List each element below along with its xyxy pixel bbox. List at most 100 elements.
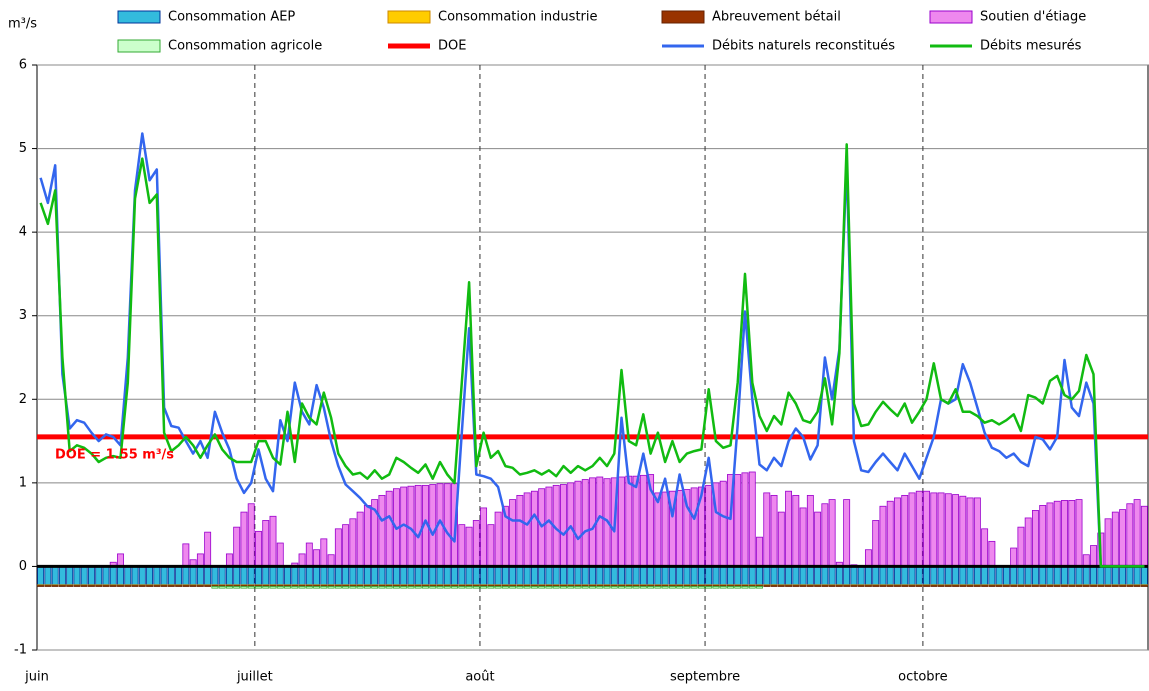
bar — [327, 554, 335, 567]
bar — [683, 566, 691, 586]
bar — [741, 566, 749, 586]
bar — [705, 586, 713, 589]
legend-swatch — [117, 10, 161, 24]
bar — [886, 585, 894, 587]
bar — [770, 585, 778, 587]
bar — [509, 586, 517, 589]
bar — [785, 566, 793, 586]
bar — [966, 566, 974, 586]
bar — [777, 585, 785, 587]
bar — [1061, 566, 1068, 586]
bar — [1133, 499, 1141, 567]
bar — [814, 511, 822, 567]
bar — [1039, 585, 1047, 587]
bar — [1068, 566, 1076, 586]
bar — [414, 484, 422, 567]
bar — [639, 474, 647, 567]
bar — [705, 484, 713, 567]
bar — [901, 585, 909, 587]
bar — [175, 585, 183, 587]
bar — [44, 585, 52, 587]
bar — [901, 494, 909, 567]
bar — [727, 566, 734, 586]
bar — [422, 586, 429, 589]
bar — [204, 531, 212, 567]
bar — [240, 566, 248, 586]
bar — [937, 585, 945, 587]
bar — [589, 586, 596, 589]
bar — [603, 586, 611, 589]
bar — [901, 566, 909, 586]
bar — [334, 586, 342, 589]
bar — [66, 566, 74, 586]
bar — [712, 566, 720, 586]
bar — [465, 566, 473, 586]
bar — [88, 566, 95, 586]
bar — [668, 586, 676, 589]
bar — [567, 566, 575, 586]
bar — [864, 585, 872, 587]
bar — [952, 566, 960, 586]
bar — [153, 585, 161, 587]
bar — [160, 585, 168, 587]
bar — [632, 566, 640, 586]
bar — [850, 566, 858, 586]
bar — [1053, 566, 1061, 586]
bar — [523, 586, 531, 589]
bar — [443, 566, 451, 586]
bar — [1068, 585, 1076, 587]
bar — [298, 566, 306, 586]
bar — [196, 585, 204, 587]
bar — [233, 566, 241, 586]
bar — [138, 585, 146, 587]
bar — [545, 586, 553, 589]
bar — [734, 586, 742, 589]
bar — [727, 586, 734, 589]
bar — [255, 530, 262, 567]
bar — [233, 526, 241, 567]
bar — [654, 566, 662, 586]
legend-swatch — [387, 10, 431, 24]
bar — [770, 494, 778, 567]
bar — [843, 585, 851, 587]
bar — [124, 566, 132, 586]
bar — [770, 566, 778, 586]
bar — [284, 566, 291, 586]
bar — [262, 520, 270, 567]
bar — [320, 566, 328, 586]
bar — [58, 566, 66, 586]
bar — [1090, 545, 1097, 567]
bar — [443, 586, 451, 589]
bar — [436, 586, 444, 589]
bar — [574, 566, 582, 586]
x-tick-label: octobre — [898, 670, 947, 685]
bar — [313, 586, 321, 589]
bar — [763, 492, 771, 567]
bar — [225, 566, 233, 586]
bar — [1104, 585, 1112, 587]
bar — [472, 566, 480, 586]
bar — [349, 518, 357, 567]
bar — [262, 566, 270, 586]
bar — [589, 477, 596, 567]
bar — [952, 494, 960, 567]
bar — [915, 566, 923, 586]
bar — [1140, 566, 1148, 586]
bar — [131, 566, 139, 586]
bar — [225, 553, 233, 567]
bar — [1097, 585, 1105, 587]
bar — [465, 586, 473, 589]
bar — [661, 491, 669, 567]
bar — [930, 585, 938, 587]
y-tick-label: 2 — [19, 392, 27, 407]
legend-label: DOE — [438, 39, 466, 54]
bar — [879, 585, 887, 587]
bar — [414, 586, 422, 589]
bar — [618, 586, 625, 589]
bar — [756, 536, 763, 567]
bar — [1046, 566, 1054, 586]
bar — [886, 566, 894, 586]
bar — [356, 566, 364, 586]
bar — [51, 585, 59, 587]
legend-label: Consommation agricole — [168, 39, 322, 54]
